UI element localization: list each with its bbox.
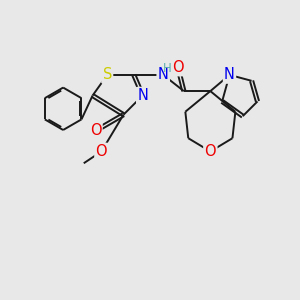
Text: N: N (158, 68, 169, 82)
Text: O: O (96, 144, 107, 159)
Text: O: O (205, 144, 216, 159)
Text: O: O (172, 60, 184, 75)
Text: N: N (137, 88, 148, 103)
Text: O: O (205, 144, 216, 159)
Text: S: S (103, 68, 112, 82)
Text: N: N (137, 88, 148, 103)
Text: O: O (90, 123, 101, 138)
Text: H: H (163, 62, 172, 75)
Text: N: N (224, 68, 235, 82)
Text: N: N (158, 68, 169, 82)
Text: H: H (160, 65, 169, 78)
Text: O: O (96, 144, 107, 159)
Text: O: O (90, 123, 101, 138)
Text: S: S (103, 68, 112, 82)
Text: O: O (172, 60, 184, 75)
Text: N: N (224, 68, 235, 82)
